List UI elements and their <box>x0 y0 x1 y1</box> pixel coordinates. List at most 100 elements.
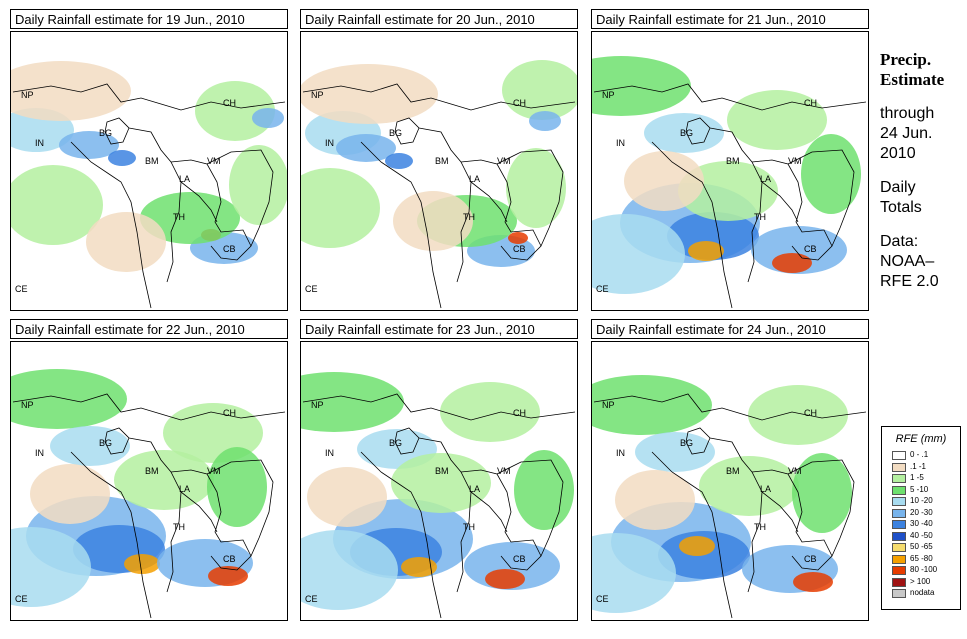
country-label-th: TH <box>754 522 766 532</box>
legend-label: .1 -1 <box>910 461 927 471</box>
rainfall-map: NP CH IN BG BM VM LA TH CB CE <box>10 341 288 621</box>
rainfall-area <box>252 108 284 128</box>
rainfall-area <box>644 113 724 153</box>
country-borders <box>593 393 867 619</box>
map-canvas <box>592 342 868 620</box>
country-label-in: IN <box>35 138 44 148</box>
country-label-np: NP <box>311 90 324 100</box>
rainfall-area <box>592 375 712 435</box>
rainfall-area <box>615 470 695 530</box>
caption-heading-2: Estimate <box>880 70 945 89</box>
rainfall-area <box>688 241 724 261</box>
country-borders <box>593 83 867 309</box>
legend-item: > 100 <box>892 577 956 588</box>
rainfall-area <box>485 569 525 589</box>
rainfall-panel: Daily Rainfall estimate for 23 Jun., 201… <box>300 319 580 621</box>
legend-item: 10 -20 <box>892 496 956 507</box>
country-label-bm: BM <box>435 466 449 476</box>
rainfall-map: NP CH IN BG BM VM LA TH CB CE <box>300 31 578 311</box>
country-label-bg: BG <box>389 438 403 448</box>
country-borders <box>12 393 286 619</box>
country-label-bg: BG <box>99 128 113 138</box>
country-borders <box>12 83 286 309</box>
rainfall-area <box>11 369 127 429</box>
map-canvas <box>301 342 577 620</box>
rainfall-area <box>772 253 812 273</box>
legend-label: 10 -20 <box>910 496 933 505</box>
caption-daily: Daily <box>880 179 916 196</box>
country-label-th: TH <box>173 212 185 222</box>
legend-item: 30 -40 <box>892 519 956 530</box>
country-label-vm: VM <box>497 466 511 476</box>
country-label-cb: CB <box>804 244 817 254</box>
rainfall-area <box>792 453 852 533</box>
rainfall-area <box>124 554 160 574</box>
country-borders <box>302 83 576 309</box>
legend-item: 65 -80 <box>892 553 956 565</box>
map-caption: Precip. Estimate through 24 Jun. 2010 Da… <box>880 50 965 292</box>
rainfall-area <box>502 60 577 120</box>
rainfall-panel: Daily Rainfall estimate for 24 Jun., 201… <box>591 319 871 621</box>
legend-item: nodata <box>892 588 956 599</box>
country-label-bm: BM <box>145 156 159 166</box>
country-label-th: TH <box>463 522 475 532</box>
country-label-np: NP <box>311 400 324 410</box>
country-label-th: TH <box>463 212 475 222</box>
country-label-bg: BG <box>680 128 694 138</box>
rainfall-area <box>385 153 413 169</box>
rainfall-map: NP CH IN BG BM VM LA TH CB CE <box>10 31 288 311</box>
rainfall-map: NP CH IN BG BM VM LA TH CB CE <box>300 341 578 621</box>
rainfall-area <box>801 134 861 214</box>
country-label-vm: VM <box>497 156 511 166</box>
legend-label: 50 -65 <box>910 542 933 551</box>
rainfall-area <box>208 566 248 586</box>
color-legend: RFE (mm) 0 - .1 .1 -1 1 -5 5 -10 10 -20 20 -3… <box>881 426 961 610</box>
map-canvas <box>592 32 868 310</box>
panel-title: Daily Rainfall estimate for 24 Jun., 201… <box>591 319 869 339</box>
country-label-bg: BG <box>389 128 403 138</box>
legend-label: 30 -40 <box>910 519 933 528</box>
country-label-vm: VM <box>788 156 802 166</box>
caption-data: Data: <box>880 233 919 250</box>
legend-swatch <box>892 577 906 587</box>
rainfall-area <box>748 385 848 445</box>
country-label-np: NP <box>602 400 615 410</box>
country-label-ce: CE <box>15 284 28 294</box>
rainfall-area <box>114 450 214 510</box>
caption-year: 2010 <box>880 145 916 162</box>
country-label-ch: CH <box>513 408 526 418</box>
country-label-ce: CE <box>305 594 318 604</box>
country-label-vm: VM <box>788 466 802 476</box>
panel-title: Daily Rainfall estimate for 19 Jun., 201… <box>10 9 288 29</box>
country-label-ch: CH <box>223 98 236 108</box>
country-label-np: NP <box>602 90 615 100</box>
rainfall-map: NP CH IN BG BM VM LA TH CB CE <box>591 31 869 311</box>
country-label-bm: BM <box>726 156 740 166</box>
legend-item: 80 -100 <box>892 565 956 576</box>
legend-item: 40 -50 <box>892 531 956 542</box>
country-label-in: IN <box>325 448 334 458</box>
legend-label: 5 -10 <box>910 484 929 494</box>
country-label-in: IN <box>325 138 334 148</box>
rainfall-area <box>592 214 685 294</box>
country-label-ch: CH <box>223 408 236 418</box>
country-label-bm: BM <box>435 156 449 166</box>
country-label-vm: VM <box>207 466 221 476</box>
rainfall-panel: Daily Rainfall estimate for 22 Jun., 201… <box>10 319 290 621</box>
legend-label: 65 -80 <box>910 553 933 563</box>
country-label-la: LA <box>760 484 772 494</box>
rainfall-area <box>30 464 110 524</box>
country-label-in: IN <box>616 138 625 148</box>
rainfall-area <box>529 111 561 131</box>
rainfall-area <box>793 572 833 592</box>
rainfall-area <box>86 212 166 272</box>
rainfall-area <box>401 557 437 577</box>
country-label-np: NP <box>21 400 34 410</box>
caption-source: NOAA– <box>880 253 935 270</box>
rainfall-panel: Daily Rainfall estimate for 20 Jun., 201… <box>300 9 580 311</box>
rainfall-area <box>50 426 130 466</box>
legend-item: 20 -30 <box>892 508 956 519</box>
country-label-bm: BM <box>726 466 740 476</box>
rainfall-area <box>140 192 240 244</box>
country-label-bg: BG <box>680 438 694 448</box>
